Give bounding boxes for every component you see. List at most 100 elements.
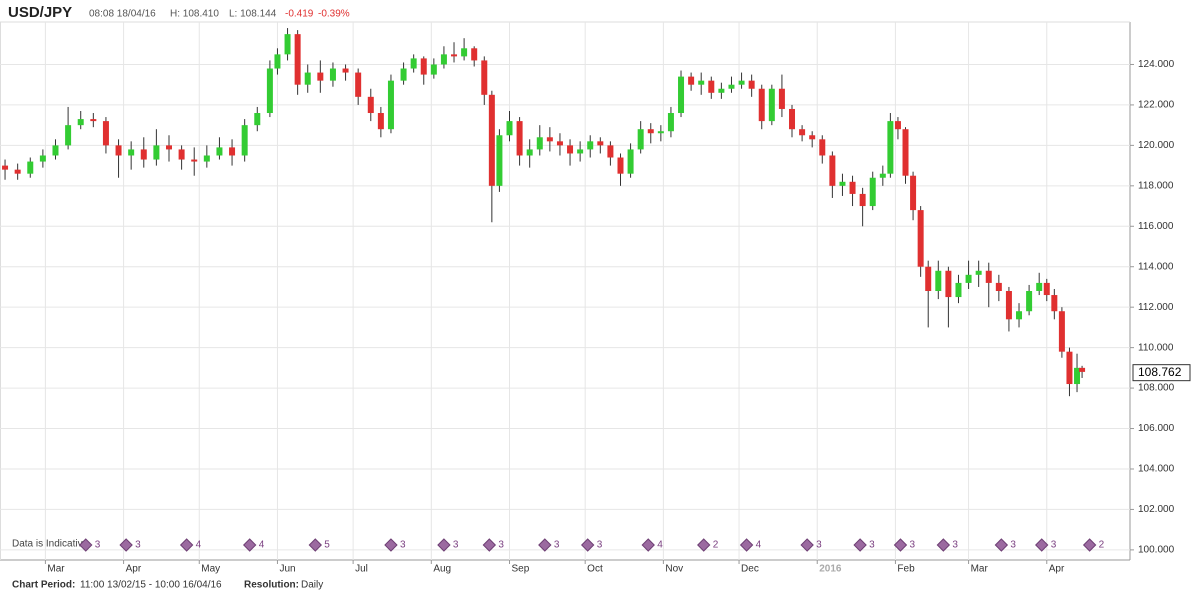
event-count: 3 — [554, 540, 560, 551]
candle-body — [1051, 295, 1058, 312]
quote-time: 08:08 18/04/16 — [89, 9, 156, 20]
candle-body — [342, 68, 349, 73]
event-count: 3 — [597, 540, 603, 551]
event-count: 3 — [1051, 540, 1057, 551]
candle-body — [567, 145, 574, 154]
candle-body — [65, 125, 72, 146]
candle-body — [1016, 311, 1023, 320]
candle-body — [708, 80, 715, 93]
candle-body — [128, 149, 135, 156]
event-count: 3 — [498, 540, 504, 551]
x-tick-label: Aug — [433, 564, 451, 575]
candle-body — [39, 155, 46, 162]
candle-body — [887, 121, 894, 174]
candle-body — [935, 270, 942, 291]
candle-body — [688, 76, 695, 85]
candle-body — [778, 88, 785, 109]
event-count: 3 — [909, 540, 915, 551]
y-tick-label: 108.000 — [1138, 383, 1175, 394]
candle-body — [718, 88, 725, 93]
candle-body — [1026, 291, 1033, 312]
symbol: USD/JPY — [8, 4, 72, 21]
candle-body — [1074, 367, 1081, 385]
x-tick-label: Feb — [897, 564, 915, 575]
candle-body — [488, 94, 495, 186]
event-count: 3 — [869, 540, 875, 551]
event-icon — [893, 538, 908, 552]
candle-body — [995, 282, 1002, 291]
candle-body — [329, 68, 336, 81]
candle-body — [647, 129, 654, 134]
event-count: 3 — [453, 540, 459, 551]
candle-body — [229, 147, 236, 156]
candle-body — [27, 161, 34, 174]
event-icon — [243, 538, 257, 552]
y-tick-label: 120.000 — [1138, 140, 1175, 151]
candle-body — [546, 137, 553, 142]
candle-body — [902, 129, 909, 176]
candle-body — [90, 119, 97, 122]
candle-body — [471, 48, 478, 61]
candle-body — [536, 137, 543, 150]
event-count: 3 — [135, 540, 141, 551]
candle-body — [597, 141, 604, 146]
candle-body — [627, 149, 634, 174]
event-icon — [853, 538, 867, 552]
candle-body — [102, 121, 109, 146]
x-tick-label: Dec — [741, 564, 759, 575]
period: 11:00 13/02/15 - 10:00 16/04/16 — [80, 580, 222, 591]
candle-body — [203, 155, 210, 162]
event-count: 4 — [259, 540, 265, 551]
candle-body — [430, 64, 437, 75]
x-tick-label: 2016 — [819, 564, 842, 575]
candle-body — [667, 113, 674, 132]
candle-body — [516, 121, 523, 156]
candle-body — [410, 58, 417, 69]
candle-body — [1058, 311, 1065, 352]
event-icon — [1035, 538, 1049, 552]
candle-body — [768, 88, 775, 122]
event-icon — [437, 538, 451, 552]
x-tick-label: Apr — [126, 564, 142, 575]
resolution-label: Resolution: — [244, 580, 299, 591]
last-price-box — [1132, 364, 1191, 382]
y-tick-label: 116.000 — [1138, 221, 1174, 232]
candle-body — [461, 48, 468, 57]
candle-body — [266, 68, 273, 114]
candle-body — [451, 54, 458, 57]
candle-body — [254, 113, 261, 126]
event-count: 2 — [1099, 540, 1105, 551]
period-label: Chart Period: — [12, 580, 75, 591]
candle-body — [355, 72, 362, 97]
event-count: 4 — [657, 540, 663, 551]
candle-body — [153, 145, 160, 160]
candle-body — [637, 129, 644, 150]
y-tick-label: 110.000 — [1138, 342, 1174, 353]
candle-body — [869, 177, 876, 207]
candle-body — [945, 270, 952, 298]
candle-body — [799, 129, 806, 136]
event-icon — [179, 538, 194, 552]
candle-body — [304, 72, 311, 85]
candle-body — [241, 125, 248, 156]
event-icon — [79, 538, 93, 552]
y-tick-label: 104.000 — [1138, 464, 1175, 475]
candle-body — [191, 159, 198, 162]
candle-body — [140, 149, 147, 160]
candle-body — [859, 193, 866, 207]
change-pct: -0.39% — [318, 9, 350, 20]
candle-body — [294, 34, 301, 85]
x-tick-label: Nov — [665, 564, 683, 575]
candle-body — [678, 76, 685, 114]
candle-body — [506, 121, 513, 136]
candle-body — [1036, 282, 1043, 291]
x-tick-label: Jul — [355, 564, 368, 575]
candle-body — [758, 88, 765, 122]
event-icon — [697, 538, 711, 552]
candle-body — [481, 60, 488, 95]
event-icon — [800, 538, 814, 552]
candle-body — [1066, 351, 1073, 385]
event-icon — [384, 538, 398, 552]
